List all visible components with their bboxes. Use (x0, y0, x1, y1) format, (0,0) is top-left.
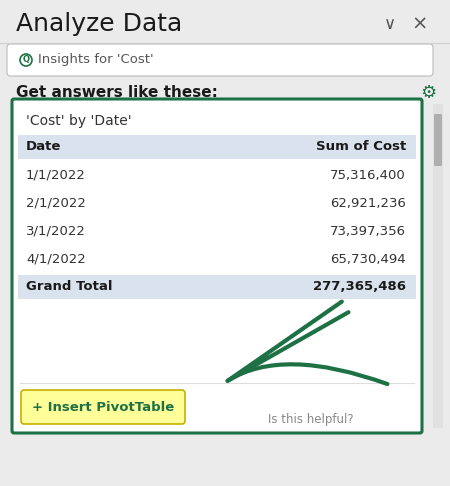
Text: 277,365,486: 277,365,486 (313, 280, 406, 294)
Text: 1/1/2022: 1/1/2022 (26, 169, 86, 181)
Text: ⚙: ⚙ (420, 84, 436, 102)
Text: Get answers like these:: Get answers like these: (16, 86, 218, 101)
Text: Date: Date (26, 140, 61, 154)
Text: + Insert PivotTable: + Insert PivotTable (32, 400, 174, 414)
Text: ∨: ∨ (384, 15, 396, 33)
Text: Grand Total: Grand Total (26, 280, 112, 294)
Text: 2/1/2022: 2/1/2022 (26, 196, 86, 209)
Text: ×: × (412, 15, 428, 34)
Text: 75,316,400: 75,316,400 (330, 169, 406, 181)
Text: Q: Q (22, 55, 30, 65)
Text: 65,730,494: 65,730,494 (330, 253, 406, 265)
FancyBboxPatch shape (434, 114, 442, 166)
FancyBboxPatch shape (433, 104, 443, 428)
FancyBboxPatch shape (21, 390, 185, 424)
FancyBboxPatch shape (7, 44, 433, 76)
Text: 73,397,356: 73,397,356 (330, 225, 406, 238)
Text: Is this helpful?: Is this helpful? (268, 413, 354, 426)
Text: Analyze Data: Analyze Data (16, 12, 182, 36)
Text: 3/1/2022: 3/1/2022 (26, 225, 86, 238)
FancyBboxPatch shape (12, 99, 422, 433)
FancyBboxPatch shape (18, 275, 416, 299)
Text: 4/1/2022: 4/1/2022 (26, 253, 86, 265)
Text: Insights for 'Cost': Insights for 'Cost' (38, 53, 153, 67)
Text: Sum of Cost: Sum of Cost (316, 140, 406, 154)
Text: 62,921,236: 62,921,236 (330, 196, 406, 209)
Text: 'Cost' by 'Date': 'Cost' by 'Date' (26, 114, 131, 128)
FancyBboxPatch shape (18, 135, 416, 159)
